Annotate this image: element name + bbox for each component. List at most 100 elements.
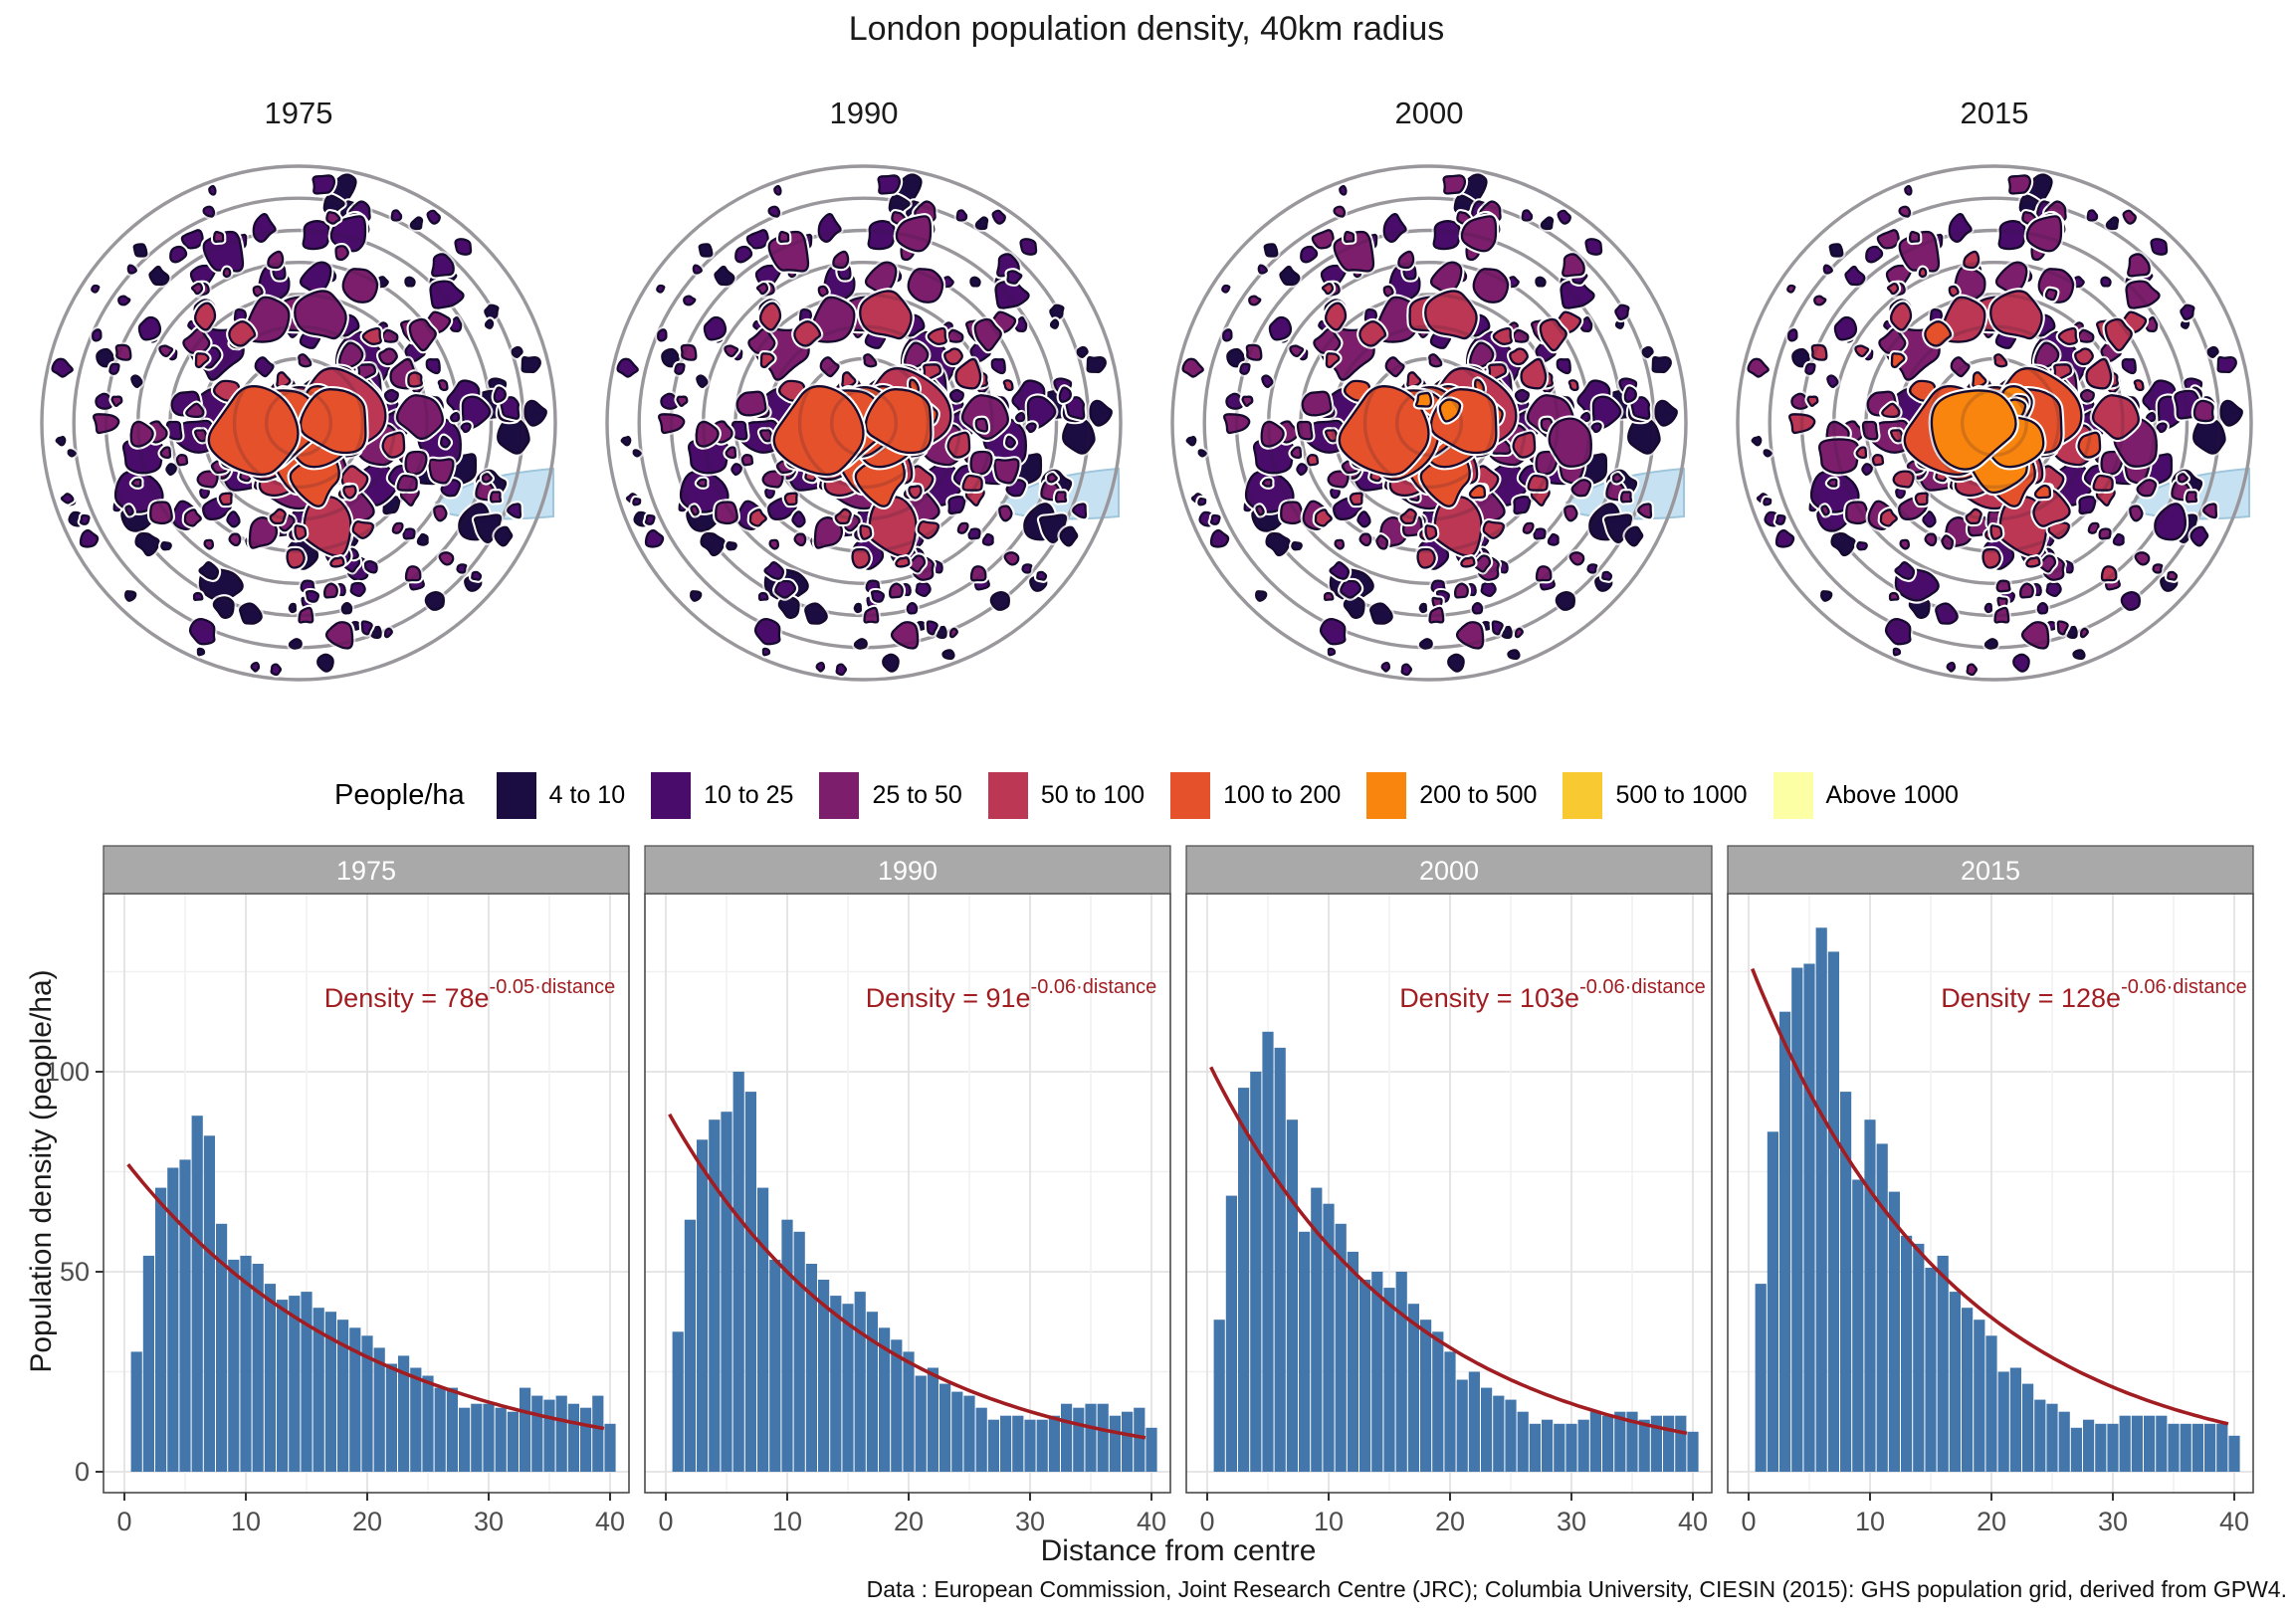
bar-2000-km4 [1250,1072,1262,1472]
bar-1975-km16 [313,1308,324,1472]
bar-1990-km8 [757,1187,769,1472]
bar-1975-km32 [507,1411,519,1472]
bar-1975-km17 [324,1312,336,1472]
density-map-2000 [1170,164,1688,682]
bar-2015-km17 [1949,1292,1961,1472]
bar-2015-km5 [1803,963,1815,1472]
facet-strip-label: 1990 [878,856,938,886]
legend-item: 500 to 1000 [1563,772,1748,819]
bar-2000-km5 [1262,1031,1274,1472]
fit-equation-2015: Density = 128e-0.06·distance [1941,976,2247,1013]
bar-2000-km24 [1493,1395,1505,1472]
legend-swatch [1170,772,1211,819]
bar-2000-km18 [1420,1320,1432,1472]
legend-item: 100 to 200 [1170,772,1341,819]
bar-2015-km39 [2216,1423,2228,1472]
legend-item: 25 to 50 [819,772,962,819]
bar-1990-km19 [891,1339,903,1472]
x-tick-label: 40 [595,1507,625,1536]
bar-2015-km4 [1791,967,1803,1472]
x-tick-label: 0 [116,1507,131,1536]
bar-2000-km34 [1614,1411,1626,1472]
bar-2000-km22 [1468,1371,1480,1472]
bar-1975-km23 [398,1355,410,1472]
bar-2000-km35 [1626,1411,1638,1472]
bar-2000-km26 [1517,1411,1529,1472]
x-tick-label: 30 [1557,1507,1586,1536]
bar-1990-km27 [987,1419,999,1472]
y-axis-title: Population density (people/ha) [25,969,58,1373]
data-source-caption: Data : European Commission, Joint Resear… [866,1576,2287,1602]
bar-1990-km37 [1109,1415,1121,1472]
facet-panel-1990: 1990 0 10 20 30 40 Density = 91e-0.06·distance [644,845,1171,1536]
x-tick-label: 40 [1137,1507,1166,1536]
bar-2015-km23 [2022,1383,2034,1472]
bar-1975-km10 [240,1255,252,1472]
bar-2000-km40 [1687,1431,1699,1472]
bar-1975-km40 [604,1423,616,1472]
bar-1975-km27 [446,1387,458,1472]
x-tick-label: 30 [1015,1507,1045,1536]
bar-1975-km34 [531,1395,543,1472]
legend-item: 4 to 10 [496,772,625,819]
bar-1975-km39 [592,1395,604,1472]
bar-1975-km35 [543,1399,555,1472]
bar-1975-km8 [216,1223,228,1472]
bar-1990-km35 [1085,1403,1097,1472]
bar-2015-km9 [1852,1179,1864,1472]
bar-1990-km29 [1012,1415,1024,1472]
bar-2015-km35 [2168,1423,2180,1472]
legend-title: People/ha [334,779,465,811]
bar-1990-km18 [879,1327,891,1472]
facet-strip-label: 1975 [336,856,396,886]
bar-2000-km9 [1311,1187,1323,1472]
legend-swatch [496,772,536,819]
bar-1990-km28 [1000,1415,1012,1472]
bar-2000-km14 [1371,1272,1383,1472]
bar-1975-km29 [471,1403,483,1472]
bar-2000-km10 [1323,1203,1335,1472]
x-tick-label: 30 [2098,1507,2128,1536]
density-map-1990 [605,164,1123,682]
density-map-1975 [40,164,557,682]
facet-strip-label: 2015 [1961,856,2020,886]
bar-1990-km11 [793,1231,805,1472]
legend-swatch [1366,772,1407,819]
legend-label: 100 to 200 [1223,781,1342,809]
bar-2000-km31 [1577,1419,1589,1472]
bar-2000-km21 [1456,1379,1468,1472]
bar-2000-km13 [1359,1280,1371,1472]
bar-2015-km19 [1974,1320,1985,1472]
bar-2015-km31 [2119,1415,2131,1472]
x-tick-label: 10 [772,1507,802,1536]
legend-swatch [987,772,1028,819]
bar-2015-km30 [2107,1423,2119,1472]
map-title-1975: 1975 [264,96,333,130]
legend-swatch [651,772,692,819]
bar-2000-km29 [1554,1423,1565,1472]
bar-2015-km7 [1827,951,1839,1472]
legend-label: 500 to 1000 [1615,781,1748,809]
legend-item: 50 to 100 [987,772,1145,819]
bar-1975-km9 [228,1259,240,1472]
bar-1990-km14 [830,1296,842,1472]
bar-1975-km25 [422,1375,434,1472]
bar-1975-km1 [130,1351,142,1472]
bar-2000-km1 [1213,1320,1225,1472]
bar-1990-km26 [975,1407,987,1472]
x-tick-label: 40 [2219,1507,2249,1536]
x-tick-label: 30 [474,1507,504,1536]
bar-1975-km21 [373,1347,385,1472]
bar-2015-km38 [2204,1423,2216,1472]
bar-1975-km13 [277,1300,289,1472]
legend-label: 200 to 500 [1419,781,1538,809]
bar-1975-km4 [167,1167,179,1472]
bar-1975-km20 [361,1335,373,1472]
bar-1990-km2 [684,1219,696,1472]
bar-1990-km17 [866,1312,878,1472]
bar-1975-km11 [252,1264,264,1472]
bar-2000-km23 [1481,1387,1493,1472]
bar-2000-km28 [1542,1419,1554,1472]
bar-2015-km14 [1913,1243,1925,1472]
